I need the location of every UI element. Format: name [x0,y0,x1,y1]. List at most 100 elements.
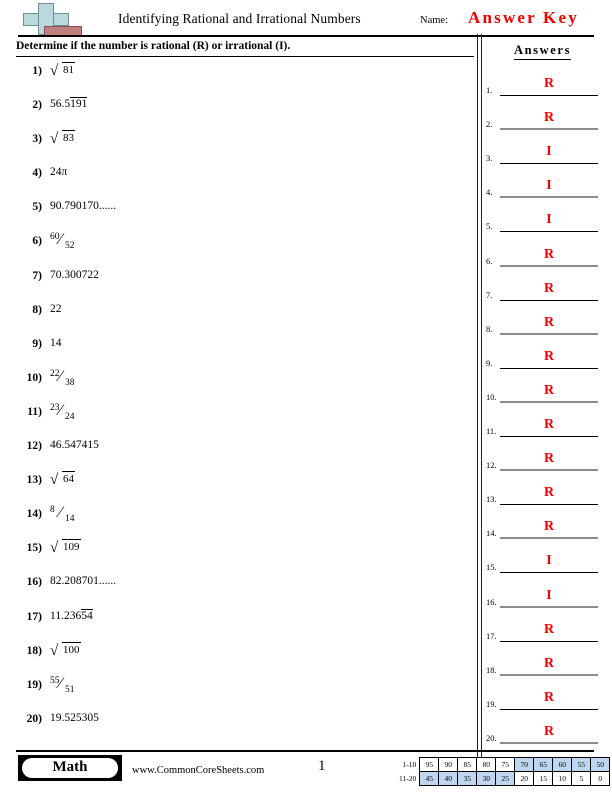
answers-list: 1. R 2. R 3. I 4. I 5. I 6. R 7. R 8. R 9. R 10. R 11. R 12. R 1… [486,66,606,748]
answer-number: 6. [486,255,493,266]
answer-value[interactable]: R [543,485,555,501]
answer-value[interactable]: R [543,723,555,739]
answer-blank-line [500,95,598,97]
answer-row: 7. R [486,271,606,305]
answer-number: 3. [486,153,493,164]
answer-value[interactable]: I [546,212,552,228]
answer-value[interactable]: R [543,451,555,467]
question-number: 11) [27,405,42,418]
scale-cell: 40 [438,771,459,786]
repeating-digits-overline: 54 [81,608,93,622]
answer-value[interactable]: R [543,246,555,262]
number-value: 82.208701...... [50,575,117,588]
answer-blank-line [500,163,598,165]
radicand: 64 [62,471,75,486]
answer-value[interactable]: R [543,314,555,330]
question-expression: 14 [50,335,62,350]
question-row: 13) √ 64 [16,471,466,505]
scale-cell: 30 [476,771,497,786]
question-row: 11) 23 ⁄ 24 [16,402,466,437]
answer-number: 4. [486,187,493,198]
scale-cell: 15 [533,771,554,786]
question-expression: 46.547415 [50,437,99,452]
fraction-expression: 60 ⁄ 52 [50,231,80,254]
answer-value[interactable]: I [546,553,552,569]
question-number: 17) [26,610,42,623]
question-row: 17) 11.23654 [16,608,466,642]
square-root-expression: √ 100 [50,641,81,658]
answer-blank-line [500,264,598,267]
answer-row: 11. R [486,407,606,441]
question-expression: 11.23654 [50,608,93,623]
question-number: 12) [26,440,42,453]
radical-sign-icon: √ [50,472,59,489]
scale-row: 11-20 45 40 35 30 25 20 15 10 5 0 [398,771,611,786]
radical-sign-icon: √ [50,63,59,79]
question-number: 9) [32,337,42,350]
answer-value[interactable]: R [543,382,555,398]
answer-blank-line [500,708,598,710]
number-value: 46.547415 [50,439,99,452]
answer-value[interactable]: I [546,178,552,194]
fraction-slash-icon: ⁄ [59,367,62,385]
scale-cell: 25 [495,771,516,786]
answer-blank-line [500,299,598,301]
fraction-numerator: 23 [50,402,60,413]
scale-cell: 70 [514,757,535,772]
radical-sign-icon: √ [50,131,59,148]
answer-value[interactable]: R [543,621,555,637]
answer-value[interactable]: R [543,417,555,433]
answer-number: 17. [486,630,497,641]
answer-value[interactable]: I [546,144,552,160]
subject-badge: Math [18,755,122,781]
answer-value[interactable]: R [543,689,555,705]
answer-value[interactable]: R [543,519,555,535]
scale-cell: 90 [438,757,459,772]
website-url: www.CommonCoreSheets.com [132,765,265,776]
answer-row: 14. R [486,509,606,543]
fraction-expression: 22 ⁄ 38 [50,367,80,391]
answer-value[interactable]: R [543,110,555,126]
answer-row: 1. R [486,66,606,100]
answer-value[interactable]: R [543,655,555,671]
answer-blank-line [500,504,598,506]
radicand: 83 [62,130,75,145]
scale-row-label: 11-20 [399,774,417,783]
question-number: 7) [32,269,42,282]
decimal-lead: 11.236 [50,609,82,622]
question-number: 4) [32,167,42,180]
answer-row: 13. R [486,475,606,509]
number-value: 90.790170...... [50,200,117,213]
answer-number: 8. [486,323,493,334]
question-row: 8) 22 [16,301,466,335]
header-divider-rule [18,35,594,37]
question-expression: √ 83 [50,130,75,148]
scale-cell: 95 [419,757,440,772]
scale-cell: 50 [590,757,611,772]
question-number: 3) [32,133,42,146]
answer-number: 13. [486,494,497,505]
question-row: 20) 19.525305 [16,710,466,744]
answer-value[interactable]: R [543,280,555,296]
fraction-numerator: 55 [50,675,60,686]
question-row: 16) 82.208701...... [16,573,466,607]
square-root-expression: √ 109 [50,539,81,556]
question-number: 15) [26,542,42,555]
fraction-numerator: 22 [50,368,60,379]
scale-row-label: 1-10 [402,760,417,769]
question-expression: 22 ⁄ 38 [50,367,80,391]
answer-row: 16. I [486,577,606,611]
question-expression: 82.208701...... [50,573,116,588]
question-expression: 8 ⁄ 14 [50,504,80,527]
question-expression: 55 ⁄ 51 [50,675,80,698]
answer-blank-line [500,196,598,199]
answer-value[interactable]: R [543,348,555,364]
fraction-slash-icon: ⁄ [59,504,62,522]
answer-value[interactable]: I [546,587,552,603]
answer-value[interactable]: R [543,76,555,92]
answer-row: 10. R [486,373,606,407]
question-row: 6) 60 ⁄ 52 [16,231,466,266]
answer-blank-line [500,332,598,335]
fraction-expression: 23 ⁄ 24 [50,402,80,425]
question-row: 10) 22 ⁄ 38 [16,367,466,403]
